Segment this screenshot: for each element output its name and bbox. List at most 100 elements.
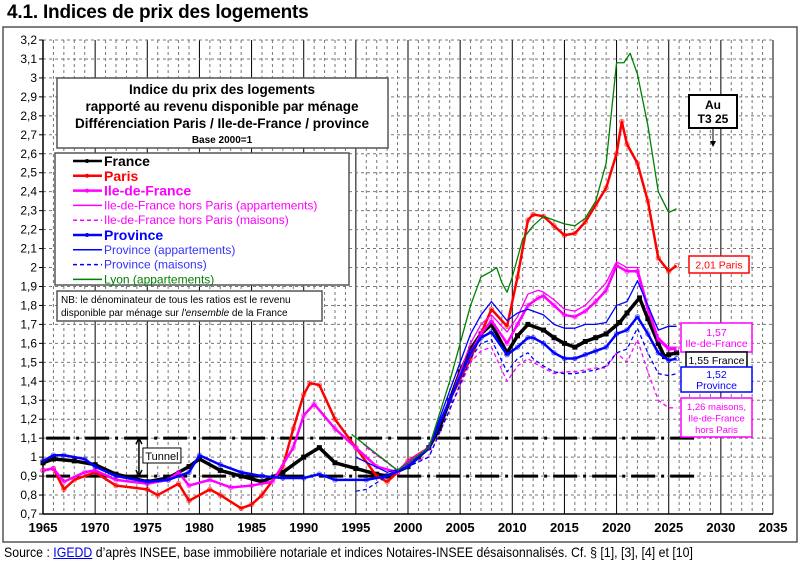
data-point <box>353 444 359 451</box>
igedd-link[interactable]: IGEDD <box>53 544 93 560</box>
note-line: disponible par ménage sur l'ensemble de … <box>61 308 288 319</box>
source-suffix: d’après INSEE, base immobilière notarial… <box>92 544 693 560</box>
data-point <box>655 340 661 346</box>
data-point <box>61 479 67 485</box>
data-point <box>217 462 223 468</box>
end-value-text: Province <box>696 380 737 392</box>
data-point <box>82 456 88 462</box>
series-province-maisons- <box>355 327 677 492</box>
data-point <box>551 335 557 341</box>
data-point <box>426 444 432 451</box>
data-point <box>666 268 672 275</box>
data-point <box>301 475 307 481</box>
data-point <box>619 118 625 125</box>
data-point <box>301 454 307 460</box>
data-point <box>50 465 57 472</box>
tunnel-arrowheads-icon <box>135 436 143 478</box>
chart-subtitle: Base 2000=1 <box>192 135 253 146</box>
x-tick-label: 1990 <box>289 520 318 535</box>
legend-label: Paris <box>104 168 138 184</box>
source-note: Source : IGEDD d’après INSEE, base immob… <box>4 544 693 560</box>
end-value-text: 1,26 maisons, <box>687 402 746 413</box>
data-point <box>447 397 453 403</box>
data-point <box>316 471 323 477</box>
data-point <box>468 346 474 352</box>
data-point <box>525 302 531 309</box>
data-point <box>488 321 494 327</box>
data-point <box>593 298 599 305</box>
data-point <box>603 185 609 191</box>
data-point <box>175 480 182 487</box>
y-tick-label: 2,6 <box>20 147 37 161</box>
data-point <box>290 444 296 451</box>
data-point <box>655 350 661 356</box>
data-point <box>572 355 578 362</box>
data-point <box>50 452 57 458</box>
data-point <box>113 477 119 483</box>
date-box-line: T3 25 <box>698 112 729 126</box>
data-point <box>488 317 495 324</box>
data-point <box>478 334 484 341</box>
data-point <box>207 486 213 493</box>
legend-item: Province <box>73 227 163 243</box>
data-point <box>551 350 557 356</box>
data-point <box>332 416 338 422</box>
legend-marker <box>85 173 89 178</box>
data-point <box>144 486 150 493</box>
data-point <box>248 482 255 489</box>
page-title: 4.1. Indices de prix des logements <box>7 2 309 23</box>
legend-marker <box>85 233 89 237</box>
legend-marker <box>85 159 89 163</box>
data-point <box>259 479 265 485</box>
y-tick-label: 0,9 <box>20 469 37 483</box>
x-tick-label: 2035 <box>759 520 788 535</box>
x-tick-label: 2000 <box>394 520 423 535</box>
data-point <box>673 262 680 269</box>
data-point <box>540 340 547 347</box>
data-point <box>92 463 98 470</box>
y-tick-label: 1,7 <box>20 317 37 331</box>
x-tick-label: 2025 <box>654 520 683 535</box>
y-tick-label: 2,2 <box>20 223 37 237</box>
data-point <box>488 306 495 312</box>
chart-title-line: Indice du prix des logements <box>129 82 315 97</box>
data-point <box>540 213 547 220</box>
end-value-box <box>680 322 753 353</box>
x-tick-label: 1975 <box>133 520 162 535</box>
data-point <box>207 477 213 483</box>
end-value-label: 2,01 Paris <box>688 255 750 274</box>
data-point <box>603 331 609 337</box>
data-point <box>113 473 119 479</box>
data-point <box>645 331 651 337</box>
data-point <box>186 482 192 489</box>
x-tick-label: 1985 <box>237 520 266 535</box>
end-value-text: Ile-de-France <box>688 414 745 425</box>
end-value-text: Ile-de-France <box>685 338 748 350</box>
data-point <box>624 268 630 275</box>
data-point <box>175 469 182 475</box>
data-point <box>301 412 307 419</box>
data-point <box>436 426 442 432</box>
y-tick-label: 1,2 <box>20 412 37 426</box>
legend-item: Ile-de-France hors Paris (maisons) <box>73 213 289 227</box>
y-tick-label: 2,1 <box>20 242 37 256</box>
legend-item: Ile-de-France hors Paris (appartements) <box>73 198 317 212</box>
series-line <box>355 280 677 473</box>
legend-item: France <box>73 153 150 169</box>
data-point <box>655 255 661 261</box>
data-point <box>467 350 474 356</box>
date-arrowhead-icon <box>710 141 716 147</box>
end-value-text: 1,55 France <box>688 355 744 367</box>
data-point <box>238 505 244 512</box>
data-point <box>535 295 542 301</box>
y-tick-label: 3,2 <box>20 33 37 47</box>
data-point <box>71 458 77 464</box>
legend-label: Lyon (appartements) <box>104 272 214 286</box>
note-box <box>56 290 323 322</box>
data-point <box>613 331 620 337</box>
data-point <box>561 355 568 362</box>
